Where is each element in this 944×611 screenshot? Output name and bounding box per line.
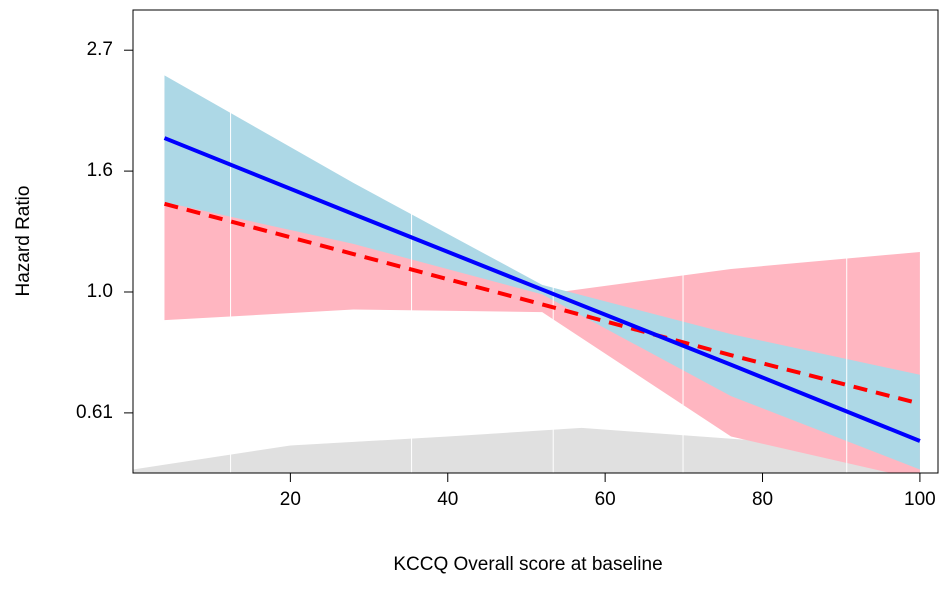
x-tick-label: 60 — [595, 489, 616, 510]
confidence-band — [164, 75, 920, 470]
fit-line — [163, 201, 921, 406]
y-tick-label: 2.7 — [87, 39, 113, 60]
y-tick-label: 0.61 — [76, 402, 113, 423]
plot-area — [133, 10, 921, 473]
y-tick-label: 1.0 — [87, 281, 113, 302]
x-tick-label: 40 — [437, 489, 458, 510]
x-axis-label: KCCQ Overall score at baseline — [393, 554, 662, 575]
density-area — [133, 427, 920, 473]
x-tick-label: 100 — [904, 489, 936, 510]
x-tick-label: 80 — [752, 489, 773, 510]
y-tick-label: 1.6 — [87, 160, 113, 181]
y-axis-label: Hazard Ratio — [13, 186, 34, 297]
fit-line — [163, 136, 921, 443]
x-tick-label: 20 — [280, 489, 301, 510]
